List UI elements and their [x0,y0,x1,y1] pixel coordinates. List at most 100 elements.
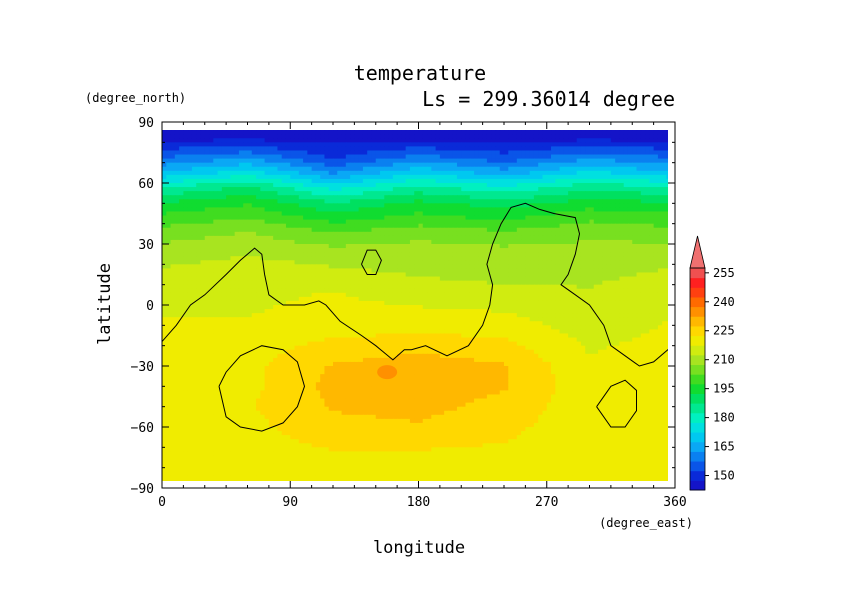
field-cell [636,268,642,274]
field-cell [640,280,646,286]
field-cell [623,235,629,241]
field-cell [589,223,595,229]
field-cell [521,199,526,204]
field-cell [452,162,458,168]
field-cell [538,154,544,160]
field-cell [238,284,244,290]
field-cell [529,166,535,172]
field-cell [576,191,582,196]
field-cell [504,191,509,196]
field-cell [345,174,351,180]
field-cell [273,199,279,204]
field-cell [341,138,347,143]
field-cell [337,264,343,269]
field-cell [653,162,659,168]
temperature-field [162,122,668,481]
field-cell [243,284,249,290]
field-cell [649,235,655,241]
field-cell [247,256,253,261]
field-cell [251,207,257,213]
field-cell [277,191,283,196]
field-cell [593,280,599,286]
field-cell [555,154,561,160]
field-cell [546,134,552,139]
field-cell [533,252,539,257]
field-cell [576,264,582,269]
field-cell [465,239,471,245]
field-cell [533,280,539,286]
field-cell [516,170,522,176]
field-cell [341,211,347,217]
field-cell [606,130,612,131]
field-cell [226,134,232,139]
field-cell [375,276,381,282]
field-cell [627,284,633,290]
field-cell [307,191,313,196]
field-cell [162,154,167,160]
field-cell [435,219,441,225]
field-cell [645,231,650,237]
field-cell [542,284,548,290]
field-cell [303,142,308,147]
field-cell [268,130,274,131]
field-cell [243,183,249,188]
field-cell [170,252,176,257]
field-cell [209,284,214,290]
field-cell [264,174,270,180]
field-cell [307,272,313,278]
field-cell [602,239,608,245]
field-cell [606,211,612,217]
field-cell [482,134,488,139]
field-cell [213,195,219,200]
field-cell [469,260,475,265]
field-cell [418,134,424,139]
field-cell [200,227,206,233]
field-cell [482,219,488,225]
field-cell [375,178,381,184]
field-cell [525,191,531,196]
field-cell [482,268,488,274]
field-cell [162,248,167,253]
field-cell [371,174,377,180]
field-cell [576,130,582,135]
field-cell [354,187,360,192]
field-cell [315,223,321,229]
field-cell [521,235,526,241]
field-cell [345,187,351,192]
field-cell [324,187,330,192]
field-cell [401,191,407,196]
field-cell [409,187,415,192]
field-cell [311,227,317,233]
field-cell [546,244,552,249]
field-cell [367,244,373,249]
field-cell [589,280,595,286]
field-cell [533,227,539,233]
field-cell [469,235,475,241]
field-cell [213,219,219,225]
field-cell [234,235,240,241]
field-cell [315,231,321,237]
field-cell [533,256,539,261]
field-cell [551,154,556,160]
field-cell [166,122,171,127]
field-cell [268,174,274,180]
field-cell [162,130,167,135]
field-cell [200,178,206,184]
field-cell [298,227,304,233]
field-cell [183,195,189,200]
field-cell [247,215,253,221]
field-cell [191,256,197,261]
field-cell [333,191,338,196]
field-cell [307,183,313,188]
field-cell [392,162,398,168]
field-cell [260,239,266,245]
field-cell [538,162,544,168]
field-cell [392,215,398,221]
field-cell [568,178,574,184]
field-cell [221,219,227,225]
field-cell [422,158,428,164]
field-cell [627,166,633,172]
field-cell [649,166,655,172]
field-cell [290,280,296,286]
field-cell [662,235,668,241]
